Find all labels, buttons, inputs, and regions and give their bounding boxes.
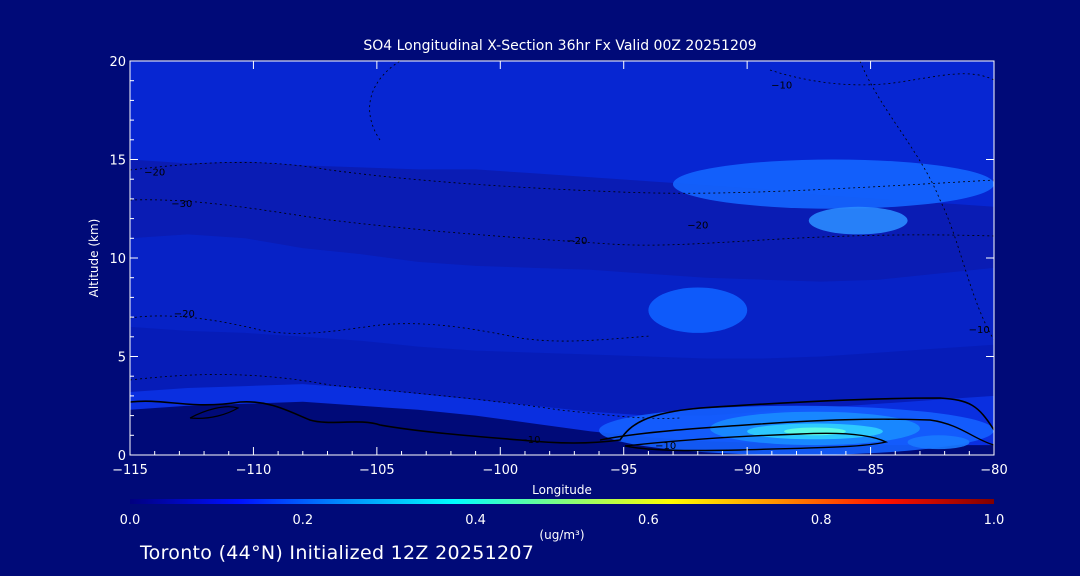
- colorbar-tick-label: 0.6: [638, 513, 659, 528]
- init-info-footer: Toronto (44°N) Initialized 12Z 20251207: [140, 542, 535, 564]
- contour-lines: [130, 61, 994, 452]
- filled-layers: [130, 61, 994, 455]
- contour-line: [130, 199, 994, 246]
- contour-label: −10: [519, 435, 540, 446]
- contour-label: −10: [655, 441, 676, 452]
- contour-label: −20: [687, 221, 708, 232]
- colorbar-tick-label: 0.2: [292, 513, 313, 528]
- x-tick-label: −95: [610, 463, 637, 478]
- concentration-patch: [648, 287, 748, 333]
- x-tick-label: −110: [236, 463, 272, 478]
- y-tick-label: 10: [109, 252, 126, 267]
- contour-line: [624, 432, 889, 452]
- x-axis-ticks: −115 −110 −105 −100 −95 −90 −85 −80: [112, 61, 1008, 478]
- contour-label: −30: [171, 199, 192, 210]
- colorbar-ticks: 0.0 0.2 0.4 0.6 0.8 1.0: [120, 513, 1005, 528]
- concentration-patch: [673, 159, 994, 209]
- concentration-patch: [907, 435, 970, 450]
- y-axis-ticks: 0 5 10 15 20: [109, 55, 994, 464]
- contour-line: [130, 374, 681, 419]
- contour-label: −20: [566, 236, 587, 247]
- contour-label: −10: [969, 325, 990, 336]
- y-tick-label: 0: [118, 449, 126, 464]
- contour-label: −10: [771, 81, 792, 92]
- x-tick-label: −80: [980, 463, 1007, 478]
- colorbar-tick-label: 0.4: [465, 513, 486, 528]
- x-tick-label: −115: [112, 463, 148, 478]
- x-tick-label: −100: [482, 463, 518, 478]
- y-tick-label: 15: [109, 154, 126, 169]
- filled-layer: [130, 401, 994, 455]
- contour-line: [189, 406, 240, 419]
- contour-label: −20: [144, 167, 165, 178]
- contour-labels: −10 −10 −20 −30 −20 −20 −20 −10 −10: [144, 81, 990, 453]
- colorbar-tick-label: 1.0: [984, 513, 1005, 528]
- colorbar-label: (ug/m³): [539, 528, 584, 542]
- contour-line: [130, 315, 651, 342]
- x-tick-label: −90: [733, 463, 760, 478]
- x-tick-label: −85: [857, 463, 884, 478]
- colorbar-tick-label: 0.0: [120, 513, 141, 528]
- y-tick-label: 20: [109, 55, 126, 70]
- chart-title: SO4 Longitudinal X-Section 36hr Fx Valid…: [363, 38, 756, 54]
- y-tick-label: 5: [118, 351, 126, 366]
- plot-area: −10 −10 −20 −30 −20 −20 −20 −10 −10: [130, 61, 994, 455]
- contour-line: [769, 69, 994, 86]
- colorbar: [130, 499, 994, 504]
- colorbar-tick-label: 0.8: [811, 513, 832, 528]
- contour-label: −20: [174, 309, 195, 320]
- x-tick-label: −105: [359, 463, 395, 478]
- concentration-patch: [808, 206, 908, 235]
- contour-line: [369, 61, 994, 341]
- contour-line: [130, 397, 994, 444]
- x-axis-label: Longitude: [532, 483, 592, 497]
- contour-line: [599, 418, 994, 446]
- y-axis-label: Altitude (km): [87, 219, 101, 298]
